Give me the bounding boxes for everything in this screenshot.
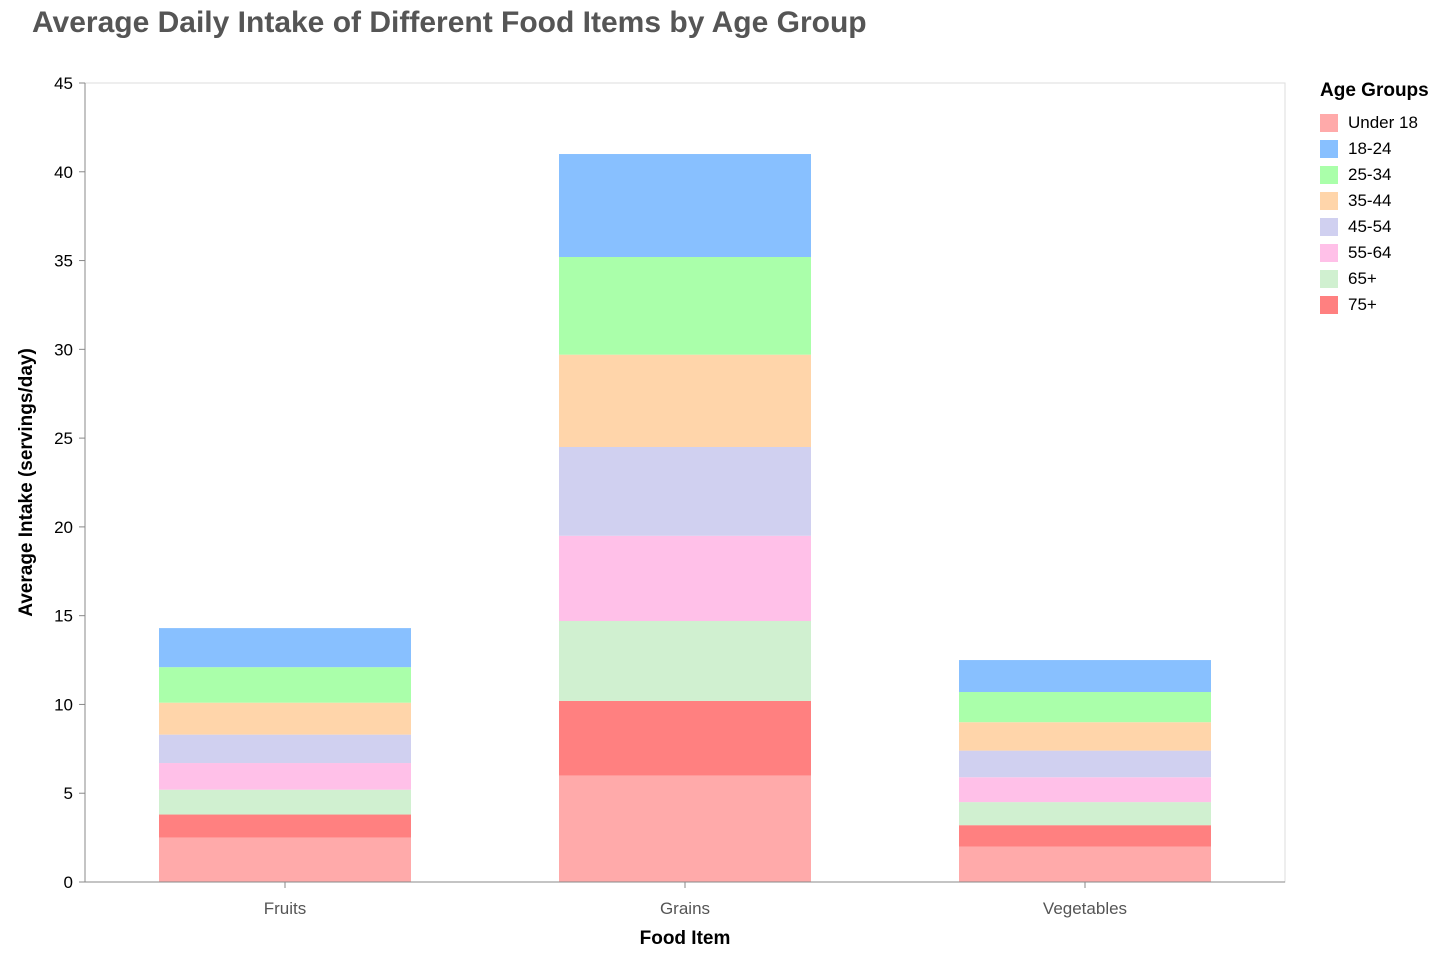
bar-segment-fruits-18-24: [159, 628, 411, 668]
bar-segment-vegetables-55-64: [959, 777, 1211, 803]
bars-group: [159, 154, 1211, 882]
bar-segment-grains-25-34: [559, 257, 811, 355]
legend-label: 65+: [1348, 269, 1377, 288]
legend-item: 75+: [1320, 292, 1429, 318]
x-tick-label: Fruits: [264, 899, 307, 918]
legend-item: 65+: [1320, 266, 1429, 292]
legend-swatch: [1320, 270, 1338, 288]
bar-segment-grains-75: [559, 700, 811, 776]
bar-segment-grains-under-18: [559, 775, 811, 882]
legend-label: 55-64: [1348, 243, 1392, 262]
bar-segment-grains-65: [559, 620, 811, 701]
y-tick-label: 40: [54, 163, 73, 182]
y-tick-label: 15: [54, 607, 73, 626]
legend-item: Under 18: [1320, 110, 1429, 136]
bar-segment-vegetables-35-44: [959, 722, 1211, 751]
bar-segment-fruits-35-44: [159, 702, 411, 735]
legend-items: Under 18 18-24 25-34 35-44 45-54 55-64 65+ 75+: [1320, 110, 1429, 318]
legend-swatch: [1320, 218, 1338, 236]
bar-segment-vegetables-45-54: [959, 750, 1211, 778]
bar-segment-fruits-65: [159, 789, 411, 815]
legend-item: 55-64: [1320, 240, 1429, 266]
x-tick-label: Grains: [660, 899, 710, 918]
legend-swatch: [1320, 166, 1338, 184]
y-tick-label: 30: [54, 340, 73, 359]
legend-label: Under 18: [1348, 113, 1418, 132]
bar-segment-fruits-55-64: [159, 763, 411, 790]
legend-swatch: [1320, 244, 1338, 262]
bar-segment-vegetables-under-18: [959, 846, 1211, 882]
y-tick-label: 0: [64, 873, 73, 892]
y-tick-label: 10: [54, 695, 73, 714]
y-tick-label: 35: [54, 252, 73, 271]
y-tick-label: 5: [64, 784, 73, 803]
x-tick-label: Vegetables: [1043, 899, 1127, 918]
legend-label: 18-24: [1348, 139, 1392, 158]
legend-swatch: [1320, 192, 1338, 210]
bar-segment-vegetables-25-34: [959, 692, 1211, 723]
bar-segment-grains-55-64: [559, 535, 811, 621]
legend-item: 35-44: [1320, 188, 1429, 214]
legend-item: 25-34: [1320, 162, 1429, 188]
legend-label: 45-54: [1348, 217, 1392, 236]
bar-segment-vegetables-18-24: [959, 660, 1211, 693]
bar-segment-fruits-25-34: [159, 667, 411, 703]
bar-segment-fruits-45-54: [159, 734, 411, 764]
y-tick-label: 25: [54, 429, 73, 448]
legend-item: 18-24: [1320, 136, 1429, 162]
bar-segment-fruits-75: [159, 814, 411, 838]
legend-swatch: [1320, 140, 1338, 158]
bar-segment-vegetables-65: [959, 802, 1211, 826]
legend-label: 25-34: [1348, 165, 1392, 184]
legend-swatch: [1320, 114, 1338, 132]
x-axis-title: Food Item: [640, 928, 731, 949]
legend-item: 45-54: [1320, 214, 1429, 240]
bar-segment-grains-45-54: [559, 446, 811, 536]
y-axis-title: Average Intake (servings/day): [16, 348, 37, 617]
bar-segment-vegetables-75: [959, 825, 1211, 847]
bar-segment-fruits-under-18: [159, 837, 411, 882]
legend-swatch: [1320, 296, 1338, 314]
legend-label: 75+: [1348, 295, 1377, 314]
y-tick-label: 20: [54, 518, 73, 537]
bar-segment-grains-35-44: [559, 354, 811, 447]
bar-segment-grains-18-24: [559, 154, 811, 258]
legend-title: Age Groups: [1320, 80, 1429, 101]
legend-label: 35-44: [1348, 191, 1392, 210]
legend: Age Groups Under 18 18-24 25-34 35-44 45-54 5…: [1320, 80, 1429, 318]
axes-group: 0 5 10 15 20 25 30 35 40 45 Fruits Grains Vegetables…: [16, 74, 1286, 949]
y-tick-label: 45: [54, 74, 73, 93]
chart-title: Average Daily Intake of Different Food I…: [32, 6, 867, 39]
